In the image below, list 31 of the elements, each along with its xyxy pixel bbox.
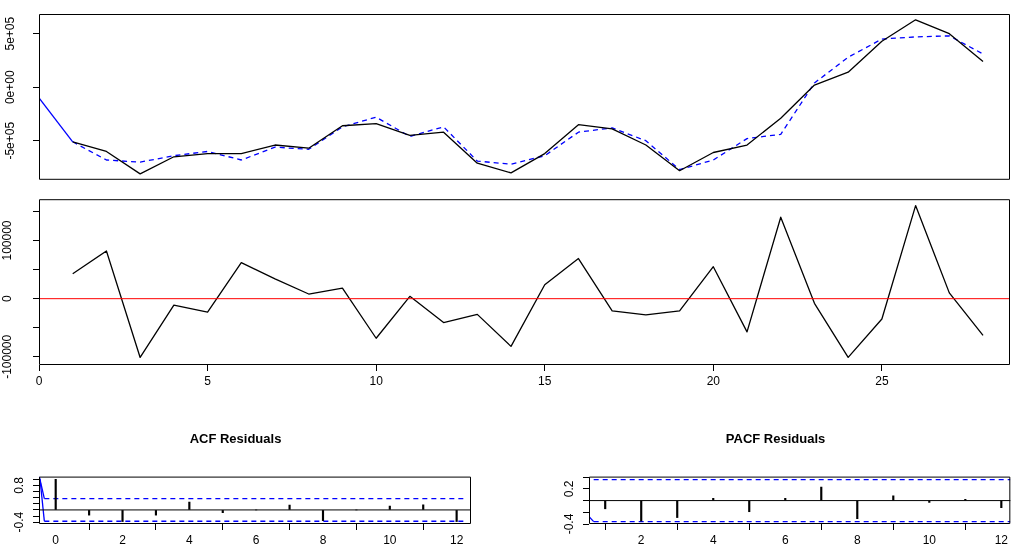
x-tick-label: 10 [383,532,397,547]
y-tick-label: 0e+00 [3,70,18,105]
x-tick-label: 5 [204,373,212,388]
x-tick-label: 4 [186,532,193,547]
x-tick-label: 10 [922,532,937,547]
y-tick-label: -0.4 [11,511,26,533]
x-tick-label: 25 [875,373,889,388]
x-tick-label: 0 [52,532,60,547]
x-tick-label: 0 [35,373,43,388]
x-tick-label: 12 [994,532,1009,547]
y-tick-label: -0.4 [561,513,576,535]
y-tick-label: 5e+05 [3,16,18,51]
y-tick-label: 100000 [0,220,15,261]
x-tick-label: 6 [781,532,789,547]
x-tick-label: 2 [637,532,645,547]
x-tick-label: 12 [449,532,464,547]
chart-title: ACF Residuals [189,431,282,447]
x-tick-label: 4 [709,532,717,547]
x-tick-label: 8 [853,532,861,547]
y-tick-label: 0.2 [561,480,576,498]
chart-title: PACF Residuals [725,431,826,447]
x-tick-label: 6 [252,532,260,547]
x-tick-label: 8 [319,532,327,547]
x-tick-label: 20 [706,373,721,388]
y-tick-label: -5e+05 [3,121,18,160]
y-tick-label: -100000 [0,334,15,379]
y-tick-label: 0 [0,295,15,303]
y-tick-label: 0.8 [11,476,26,494]
x-tick-label: 10 [369,373,384,388]
x-tick-label: 15 [538,373,552,388]
x-tick-label: 2 [119,532,127,547]
